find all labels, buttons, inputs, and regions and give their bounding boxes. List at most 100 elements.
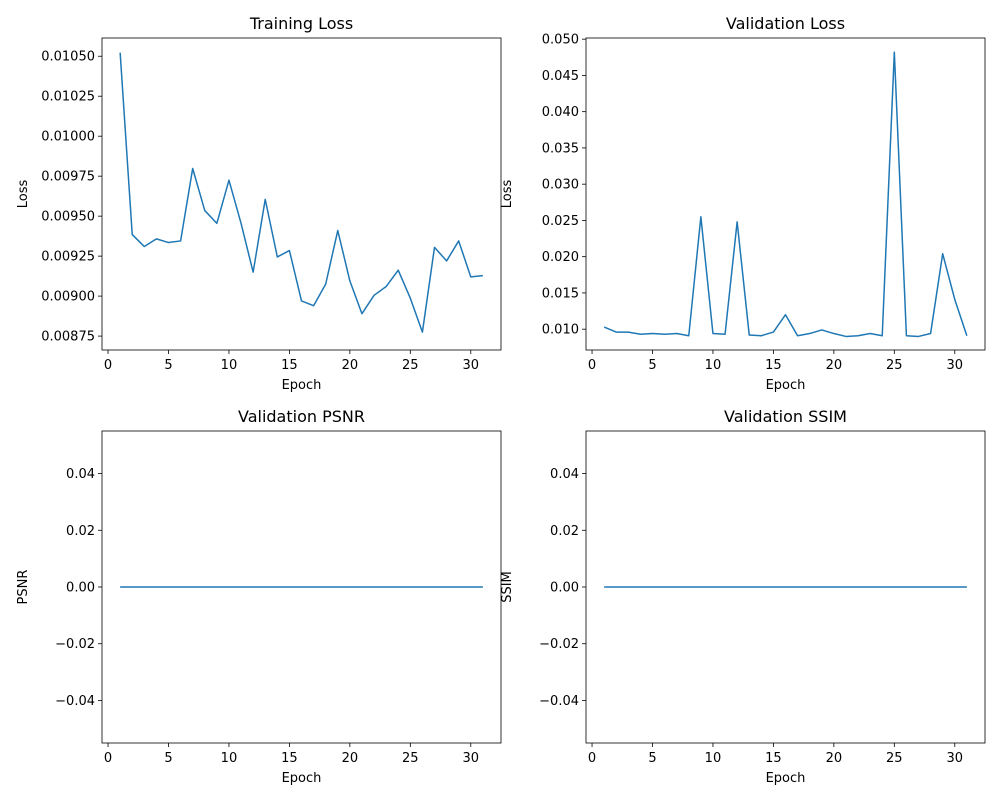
data-point [687, 334, 690, 337]
data-point [143, 245, 146, 248]
data-point [360, 312, 363, 315]
data-point [179, 239, 182, 242]
data-point [651, 585, 654, 588]
x-axis-label: Epoch [282, 378, 322, 393]
data-point [445, 259, 448, 262]
axes-frame [101, 37, 502, 351]
y-tick-label: 0.02 [66, 524, 95, 539]
data-point [252, 271, 255, 274]
data-point [844, 585, 847, 588]
data-point [409, 297, 412, 300]
x-tick-label: 5 [648, 751, 656, 766]
data-point [893, 585, 896, 588]
data-point [457, 585, 460, 588]
y-tick-label: 0.01050 [41, 50, 95, 65]
data-point [748, 585, 751, 588]
x-tick-label: 15 [281, 751, 298, 766]
data-point [736, 220, 739, 223]
data-point [300, 299, 303, 302]
data-point [469, 585, 472, 588]
data-point [869, 332, 872, 335]
data-point [131, 585, 134, 588]
data-point [300, 585, 303, 588]
data-point [239, 585, 242, 588]
data-point [397, 269, 400, 272]
data-point [615, 585, 618, 588]
data-point [457, 239, 460, 242]
data-point [651, 332, 654, 335]
x-tick-label: 0 [104, 358, 112, 373]
x-tick-label: 15 [281, 358, 298, 373]
data-point [784, 313, 787, 316]
x-tick-label: 10 [705, 358, 722, 373]
x-tick-label: 0 [104, 751, 112, 766]
data-point [844, 335, 847, 338]
chart-title: Validation Loss [726, 14, 845, 33]
data-point [929, 332, 932, 335]
data-point [663, 333, 666, 336]
series-line [119, 52, 483, 333]
x-axis-label: Epoch [282, 771, 322, 786]
subplot-2: 0 5 10 15 20 25 30 0.010 0.015 0.020 0.025 0.030 0.0… [500, 14, 986, 393]
chart-title: Training Loss [249, 14, 353, 33]
data-point [324, 283, 327, 286]
data-point [796, 334, 799, 337]
data-point [372, 585, 375, 588]
y-tick-label: 0.01025 [41, 90, 95, 105]
y-tick-label: −0.04 [55, 694, 95, 709]
data-point [155, 237, 158, 240]
x-tick-label: 25 [886, 358, 903, 373]
y-tick-label: 0.045 [542, 69, 579, 84]
data-point [820, 328, 823, 331]
subplot-1: 0 5 10 15 20 25 30 0.00875 0.00900 0.00925 0.00950… [16, 14, 502, 393]
data-point [953, 585, 956, 588]
data-point [723, 585, 726, 588]
data-point [615, 330, 618, 333]
data-point [711, 332, 714, 335]
data-point [953, 298, 956, 301]
data-point [397, 585, 400, 588]
x-tick-label: 20 [342, 751, 359, 766]
data-point [736, 585, 739, 588]
y-tick-label: −0.02 [55, 637, 95, 652]
data-point [179, 585, 182, 588]
data-point [167, 241, 170, 244]
x-tick-label: 20 [342, 358, 359, 373]
data-point [481, 585, 484, 588]
y-tick-label: −0.04 [539, 694, 579, 709]
data-point [252, 585, 255, 588]
data-point [155, 585, 158, 588]
data-point [929, 585, 932, 588]
data-point [663, 585, 666, 588]
data-point [264, 585, 267, 588]
y-tick-label: 0.00950 [41, 210, 95, 225]
data-point [881, 585, 884, 588]
data-point [264, 198, 267, 201]
x-tick-label: 20 [826, 751, 843, 766]
y-tick-label: 0.015 [542, 286, 579, 301]
x-tick-label: 30 [462, 358, 479, 373]
data-point [348, 585, 351, 588]
data-point [856, 334, 859, 337]
data-point [227, 179, 230, 182]
x-tick-label: 0 [588, 751, 596, 766]
data-point [288, 585, 291, 588]
data-point [675, 332, 678, 335]
data-point [675, 585, 678, 588]
y-tick-label: 0.00900 [41, 290, 95, 305]
x-tick-label: 30 [946, 358, 963, 373]
x-tick-label: 25 [402, 358, 419, 373]
data-point [385, 585, 388, 588]
data-point [469, 275, 472, 278]
data-point [856, 585, 859, 588]
x-axis-label: Epoch [766, 378, 806, 393]
data-point [869, 585, 872, 588]
data-point [143, 585, 146, 588]
y-axis-label: Loss [500, 180, 515, 209]
data-point [348, 279, 351, 282]
data-point [603, 325, 606, 328]
data-point [687, 585, 690, 588]
x-tick-label: 15 [765, 751, 782, 766]
data-point [409, 585, 412, 588]
